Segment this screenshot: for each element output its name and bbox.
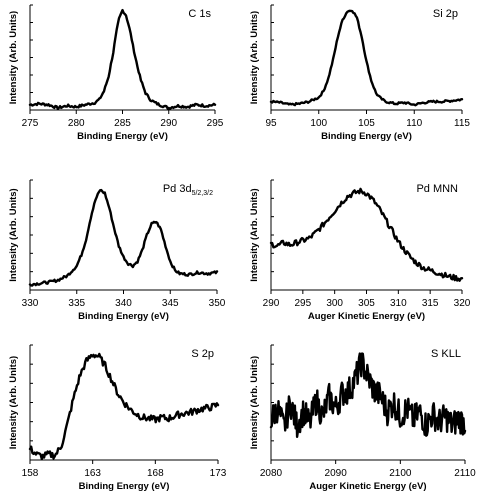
x-tick-label: 290 — [263, 298, 280, 309]
x-tick-label: 158 — [22, 468, 39, 479]
panel-title: Si 2p — [433, 8, 458, 20]
y-axis-label: Intensity (Arb. Units) — [249, 188, 260, 281]
spectrum-panel: 158 163 168 173 Binding Energy (eV) Intensity… — [8, 344, 227, 492]
x-axis-label: Auger Kinetic Energy (eV) — [308, 311, 425, 322]
x-tick-label: 100 — [310, 118, 327, 129]
x-axis-label: Binding Energy (eV) — [79, 481, 170, 492]
x-tick-label: 335 — [68, 298, 85, 309]
x-tick-label: 275 — [22, 118, 39, 129]
x-tick-label: 2090 — [325, 468, 348, 479]
x-axis-label: Binding Energy (eV) — [77, 131, 168, 142]
x-tick-label: 95 — [265, 118, 277, 129]
panel-title: S 2p — [191, 348, 214, 360]
panel-title: Pd MNN — [416, 183, 458, 195]
spectrum-panel: 2080 2090 2100 2110 Auger Kinetic Energy (eV… — [249, 344, 476, 492]
x-tick-label: 340 — [115, 298, 132, 309]
x-tick-label: 285 — [114, 118, 131, 129]
x-tick-label: 320 — [454, 298, 471, 309]
y-axis-label: Intensity (Arb. Units) — [249, 11, 260, 104]
x-tick-label: 168 — [147, 468, 164, 479]
spectrum-line — [269, 187, 464, 282]
x-tick-label: 305 — [358, 298, 375, 309]
spectrum-panel: 95 100 105 110 115 Binding Energy (eV) Intensi… — [249, 4, 470, 142]
spectrum-line — [269, 352, 467, 438]
x-tick-label: 350 — [209, 298, 226, 309]
x-tick-label: 173 — [210, 468, 227, 479]
spectrum-line — [28, 352, 220, 461]
spectrum-line — [269, 9, 464, 107]
spectrum-line — [28, 188, 219, 287]
x-tick-label: 345 — [162, 298, 179, 309]
spectrum-panel: 330 335 340 345 350 Binding Energy (eV) Intens… — [8, 179, 226, 322]
panel-title-subscript: 5/2,3/2 — [192, 190, 214, 197]
x-axis-label: Auger Kinetic Energy (eV) — [309, 481, 426, 492]
panel-title: S KLL — [431, 348, 461, 360]
x-tick-label: 330 — [22, 298, 39, 309]
x-tick-label: 2110 — [454, 468, 476, 479]
y-axis-label: Intensity (Arb. Units) — [8, 356, 19, 449]
y-axis-label: Intensity (Arb. Units) — [249, 356, 260, 449]
panel-title: C 1s — [188, 8, 211, 20]
y-axis-label: Intensity (Arb. Units) — [8, 188, 19, 281]
y-axis-label: Intensity (Arb. Units) — [8, 11, 19, 104]
x-tick-label: 2100 — [389, 468, 412, 479]
x-tick-label: 110 — [406, 118, 422, 129]
x-tick-label: 163 — [84, 468, 101, 479]
x-tick-label: 115 — [454, 118, 470, 129]
panel-title: Pd 3d5/2,3/2 — [163, 183, 213, 197]
x-tick-label: 105 — [358, 118, 375, 129]
x-tick-label: 300 — [326, 298, 343, 309]
x-axis-label: Binding Energy (eV) — [321, 131, 412, 142]
x-tick-label: 310 — [390, 298, 407, 309]
x-tick-label: 280 — [68, 118, 85, 129]
x-tick-label: 295 — [207, 118, 224, 129]
x-tick-label: 2080 — [260, 468, 283, 479]
spectrum-panel: 275 280 285 290 295 Binding Energy (eV) Intens… — [8, 4, 224, 142]
x-tick-label: 295 — [294, 298, 311, 309]
x-tick-label: 290 — [160, 118, 177, 129]
x-tick-label: 315 — [422, 298, 439, 309]
spectrum-panel: 290 295 300 305 310 315 320 Auger Kinetic Energ… — [249, 179, 471, 322]
spectrum-line — [28, 8, 217, 111]
x-axis-label: Binding Energy (eV) — [78, 311, 169, 322]
